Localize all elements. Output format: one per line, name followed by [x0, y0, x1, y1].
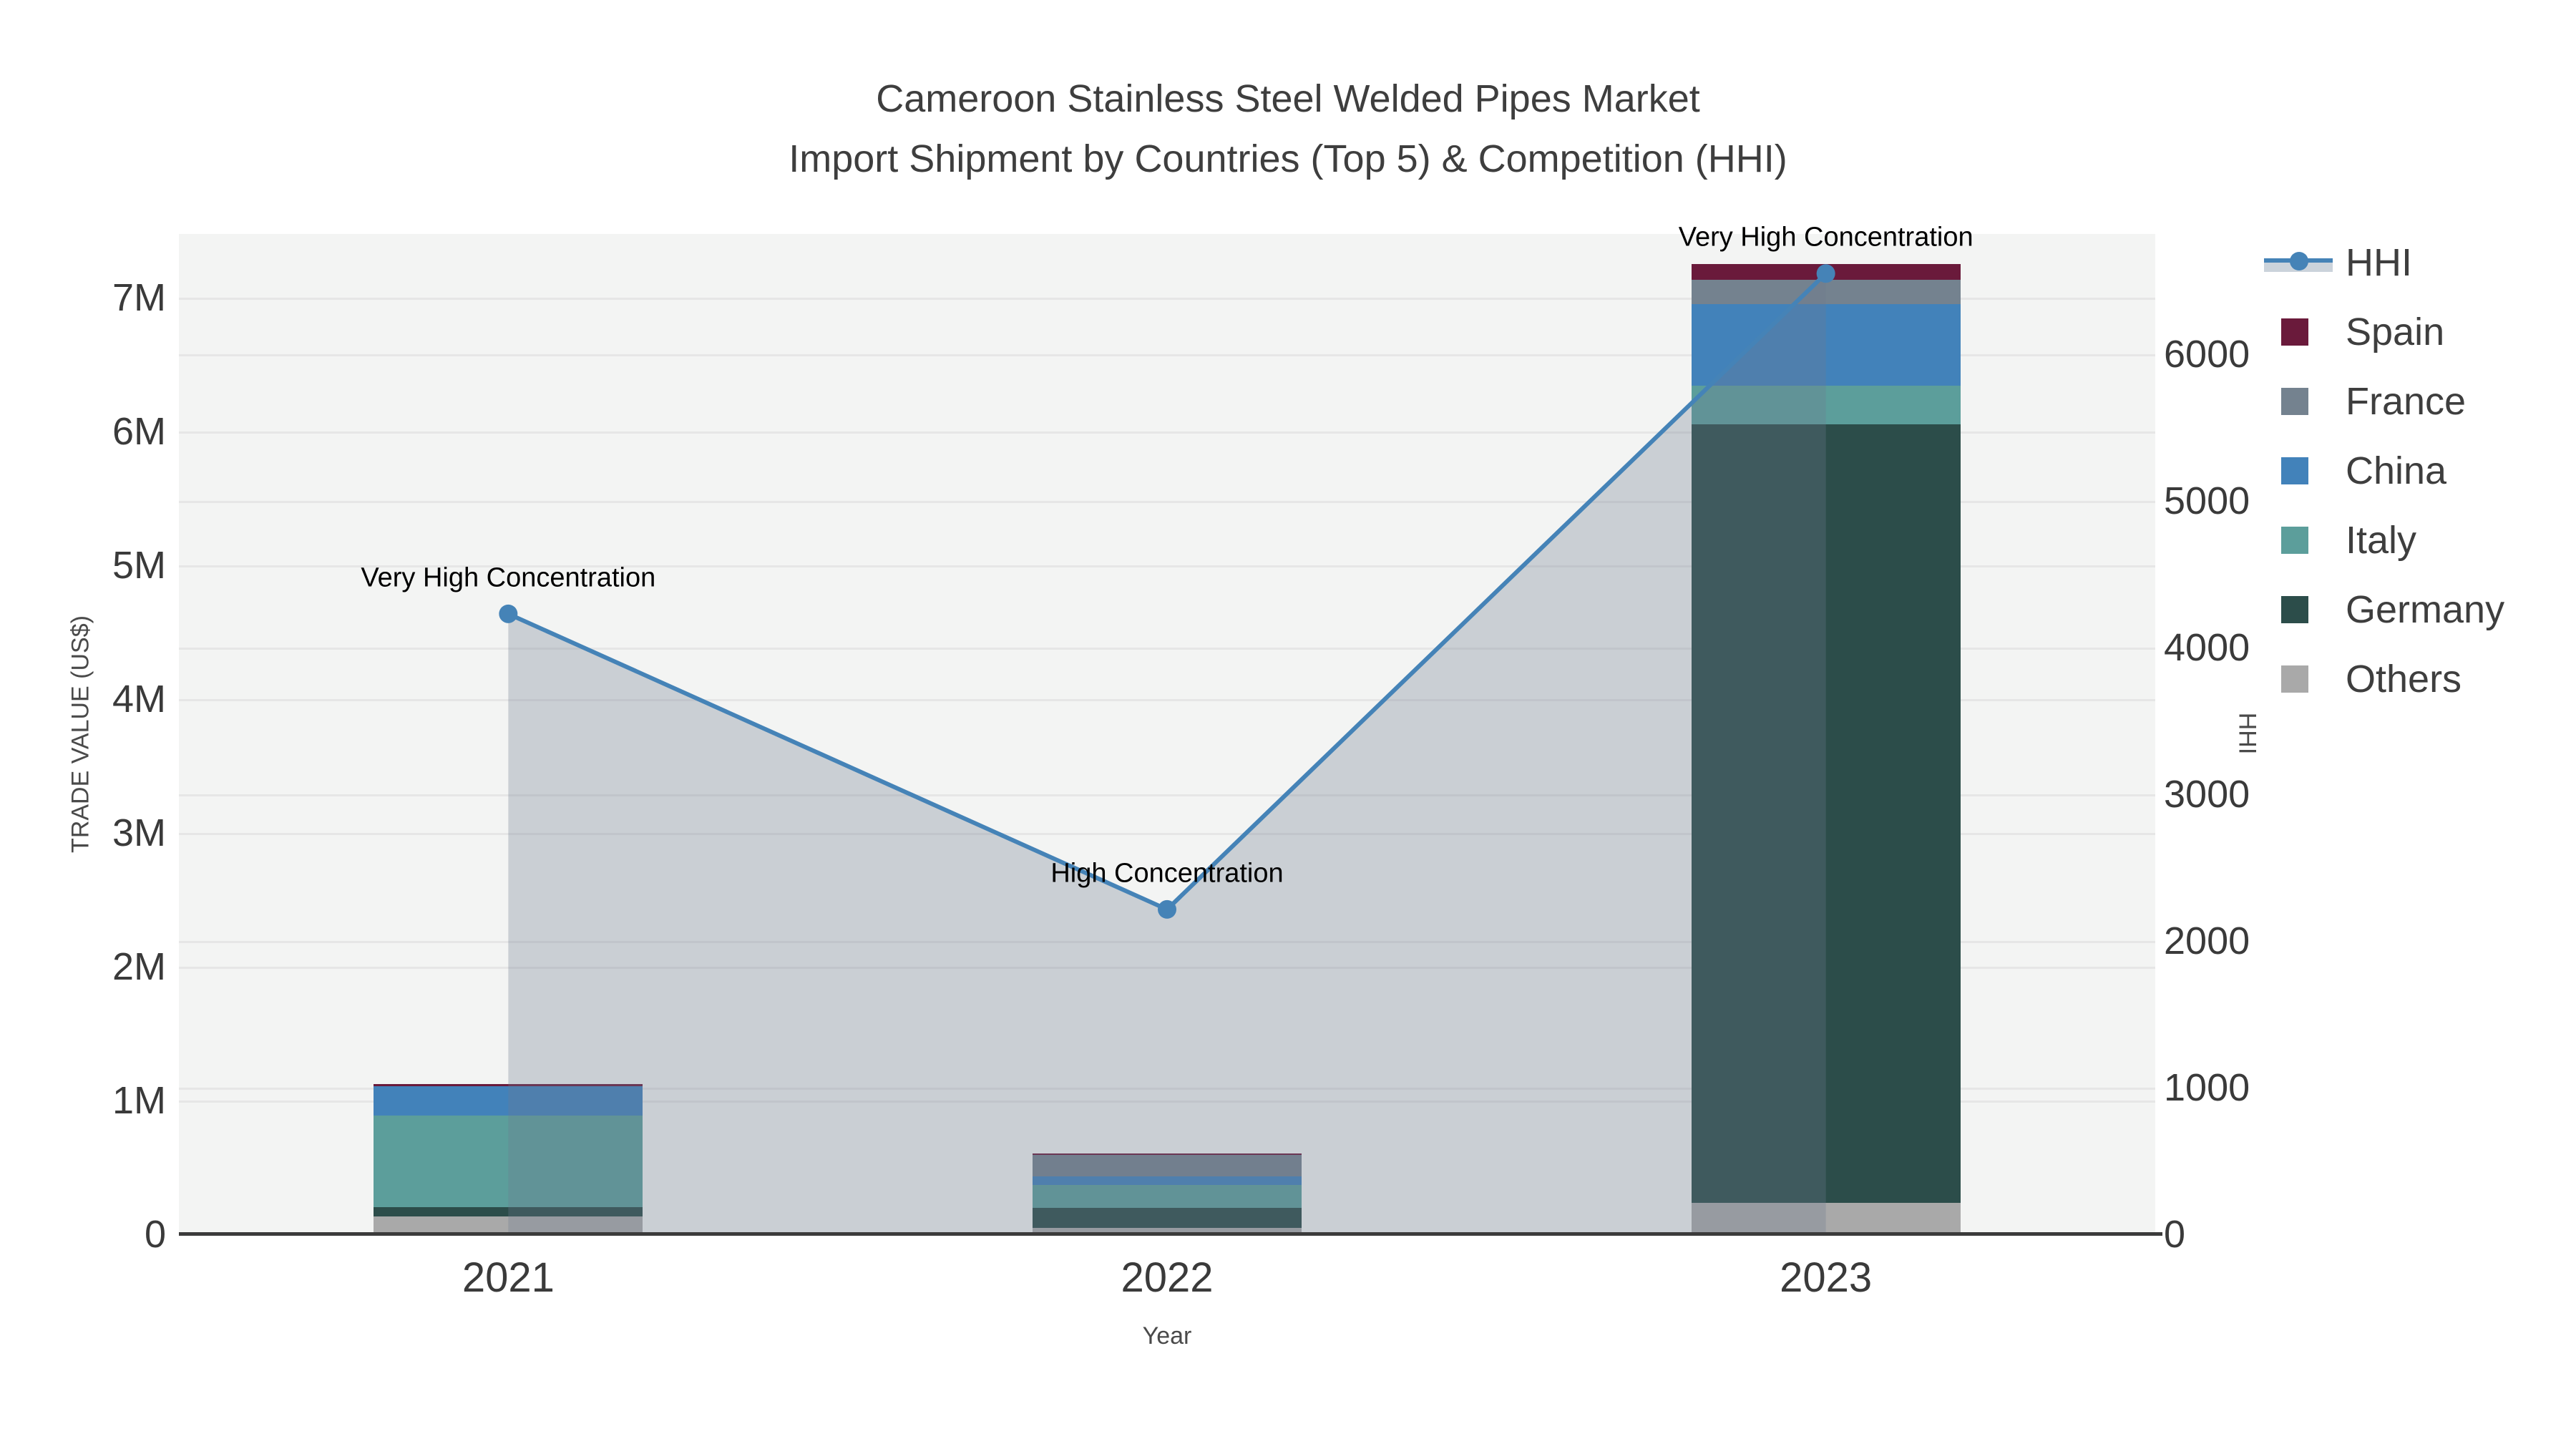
- gridline-right-1000: [179, 1088, 2155, 1090]
- bar-segment-china-2023[interactable]: [1691, 304, 1961, 386]
- bar-segment-others-2021[interactable]: [374, 1216, 643, 1233]
- y-right-tick-3000: 3000: [2164, 773, 2250, 816]
- bar-segment-spain-2022[interactable]: [1033, 1153, 1302, 1155]
- legend-item-china[interactable]: China: [2261, 436, 2504, 505]
- y-right-axis-title: HHI: [2233, 712, 2261, 755]
- legend-marker-cell: [2261, 457, 2346, 484]
- bar-segment-italy-2023[interactable]: [1691, 386, 1961, 424]
- hhi-annotation-2023: Very High Concentration: [1678, 222, 1974, 253]
- y-left-tick-6M: 6M: [112, 410, 166, 453]
- legend-item-others[interactable]: Others: [2261, 644, 2504, 713]
- chart-title: Cameroon Stainless Steel Welded Pipes Ma…: [0, 69, 2576, 189]
- gridline-right-2000: [179, 941, 2155, 943]
- hhi-marker-2021[interactable]: [499, 604, 518, 623]
- bar-segment-others-2023[interactable]: [1691, 1202, 1961, 1233]
- x-tick-2021: 2021: [462, 1254, 555, 1301]
- y-right-tick-5000: 5000: [2164, 479, 2250, 522]
- legend-marker-cell: [2261, 526, 2346, 554]
- y-left-tick-3M: 3M: [112, 811, 166, 854]
- legend-item-italy[interactable]: Italy: [2261, 505, 2504, 575]
- y-right-tick-4000: 4000: [2164, 626, 2250, 669]
- y-left-tick-0: 0: [144, 1213, 166, 1256]
- legend-item-spain[interactable]: Spain: [2261, 297, 2504, 366]
- x-tick-2022: 2022: [1121, 1254, 1214, 1301]
- bar-segment-france-2023[interactable]: [1691, 279, 1961, 305]
- gridline-left-2M: [179, 967, 2155, 969]
- legend-swatch-italy: [2281, 526, 2308, 554]
- legend-item-germany[interactable]: Germany: [2261, 575, 2504, 644]
- legend-marker-cell: [2261, 251, 2346, 273]
- legend-label-italy: Italy: [2346, 518, 2417, 562]
- bar-segment-germany-2022[interactable]: [1033, 1208, 1302, 1228]
- legend-swatch-china: [2281, 457, 2308, 484]
- legend-label-others: Others: [2346, 657, 2462, 701]
- gridline-left-1M: [179, 1101, 2155, 1103]
- bar-segment-italy-2021[interactable]: [374, 1116, 643, 1208]
- y-right-tick-6000: 6000: [2164, 333, 2250, 376]
- y-left-tick-7M: 7M: [112, 276, 166, 319]
- legend-label-france: France: [2346, 379, 2467, 423]
- legend-label-hhi: HHI: [2346, 240, 2412, 284]
- chart-title-line1: Cameroon Stainless Steel Welded Pipes Ma…: [876, 77, 1700, 120]
- y-right-tick-0: 0: [2164, 1213, 2186, 1256]
- x-tick-2023: 2023: [1780, 1254, 1873, 1301]
- legend-item-france[interactable]: France: [2261, 366, 2504, 436]
- legend-swatch-others: [2281, 665, 2308, 693]
- bar-segment-france-2022[interactable]: [1033, 1154, 1302, 1176]
- bar-segment-spain-2021[interactable]: [374, 1084, 643, 1087]
- hhi-marker-2022[interactable]: [1158, 899, 1176, 919]
- y-left-axis-title: TRADE VALUE (US$): [67, 615, 94, 853]
- legend-swatch-france: [2281, 387, 2308, 415]
- legend: HHI Spain France China Italy Germany Others: [2261, 228, 2505, 713]
- bar-segment-italy-2022[interactable]: [1033, 1184, 1302, 1209]
- chart-title-line2: Import Shipment by Countries (Top 5) & C…: [789, 137, 1787, 180]
- bar-segment-others-2022[interactable]: [1033, 1227, 1302, 1233]
- bar-segment-germany-2021[interactable]: [374, 1207, 643, 1216]
- x-axis-line: [179, 1232, 2162, 1236]
- y-left-tick-5M: 5M: [112, 544, 166, 587]
- legend-item-hhi[interactable]: HHI: [2261, 228, 2504, 297]
- bar-segment-germany-2023[interactable]: [1691, 424, 1961, 1203]
- legend-line-marker-icon: [2290, 251, 2308, 270]
- y-right-tick-1000: 1000: [2164, 1066, 2250, 1109]
- y-left-tick-2M: 2M: [112, 945, 166, 988]
- hhi-annotation-2022: High Concentration: [1050, 858, 1284, 889]
- legend-label-china: China: [2346, 449, 2447, 492]
- legend-marker-cell: [2261, 387, 2346, 415]
- y-right-tick-2000: 2000: [2164, 919, 2250, 962]
- legend-marker-cell: [2261, 318, 2346, 346]
- legend-marker-cell: [2261, 595, 2346, 623]
- bar-segment-china-2022[interactable]: [1033, 1176, 1302, 1185]
- legend-swatch-spain: [2281, 318, 2308, 346]
- x-axis-title: Year: [1142, 1322, 1192, 1350]
- legend-label-germany: Germany: [2346, 587, 2505, 631]
- bars-layer: [179, 234, 2155, 1234]
- legend-marker-cell: [2261, 665, 2346, 693]
- y-left-tick-1M: 1M: [112, 1079, 166, 1122]
- legend-swatch-germany: [2281, 595, 2308, 623]
- bar-segment-china-2021[interactable]: [374, 1086, 643, 1116]
- legend-label-spain: Spain: [2346, 310, 2445, 353]
- hhi-marker-2023[interactable]: [1816, 264, 1835, 283]
- legend-line-sample-icon: [2264, 251, 2333, 273]
- hhi-annotation-2021: Very High Concentration: [361, 562, 656, 593]
- y-left-tick-4M: 4M: [112, 678, 166, 721]
